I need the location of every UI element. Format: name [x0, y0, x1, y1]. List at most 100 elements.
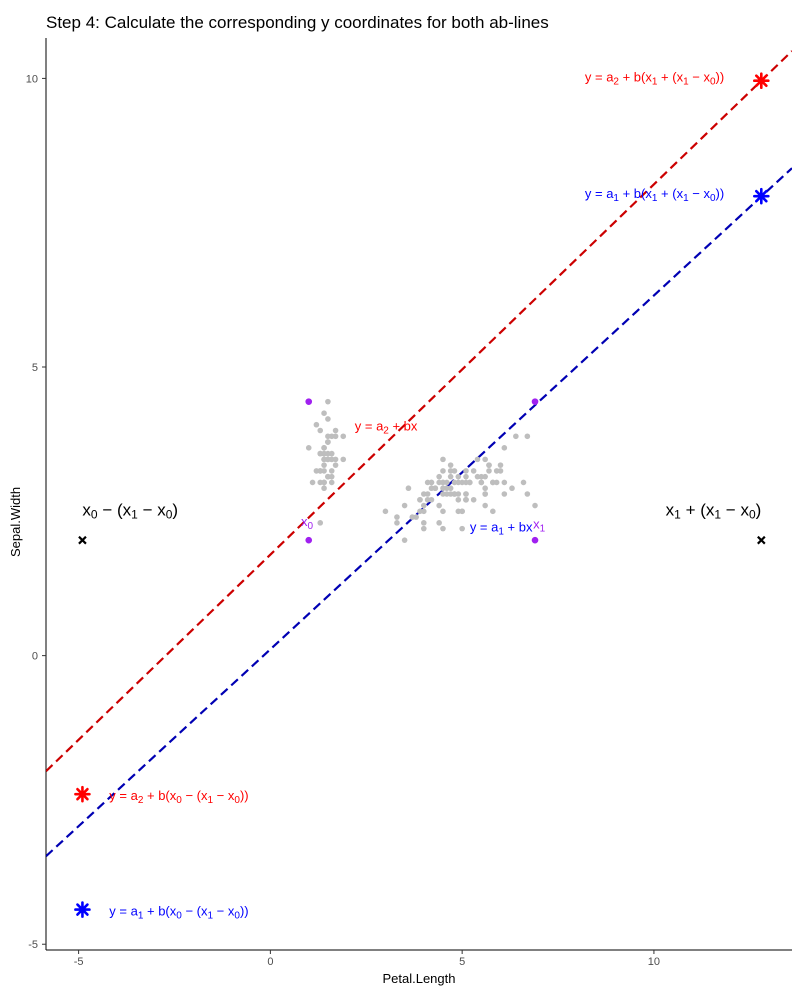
- annotation-part: 1: [207, 795, 213, 806]
- purple-point: [531, 398, 539, 405]
- iris-point: [486, 468, 492, 474]
- iris-point: [482, 491, 488, 497]
- iris-point: [451, 468, 458, 474]
- iris-point: [524, 433, 531, 440]
- iris-point: [493, 479, 500, 486]
- iris-point: [455, 496, 462, 503]
- iris-point: [501, 479, 508, 486]
- iris-point: [459, 479, 465, 486]
- iris-point: [325, 473, 331, 480]
- annotation-part: x: [301, 514, 308, 529]
- star-red-right: [753, 72, 770, 90]
- annotation-part: + (x: [657, 70, 683, 85]
- annotation-part: − (x: [182, 904, 208, 919]
- annotation-part: 1: [683, 76, 689, 87]
- iris-point: [463, 479, 469, 486]
- iris-point: [455, 508, 462, 515]
- annotation-part: y = a: [355, 419, 384, 434]
- star-blue-right: [753, 187, 770, 205]
- iris-point: [317, 450, 324, 457]
- annotation-part: 0: [91, 507, 98, 521]
- annotation-part: y = a: [585, 70, 614, 85]
- annotation-part: − (x: [98, 501, 132, 520]
- iris-point: [463, 496, 469, 503]
- iris-point: [420, 502, 427, 509]
- cross-shape: [757, 535, 766, 545]
- x-tick-label: 10: [648, 956, 660, 968]
- iris-point: [420, 491, 427, 497]
- annotation-part: + bx: [504, 520, 533, 535]
- iris-point: [340, 456, 347, 463]
- label-red-right: y = a2 + b(x1 + (x1 − x0)): [585, 70, 724, 87]
- iris-point: [532, 502, 538, 509]
- iris-point: [321, 479, 327, 486]
- iris-point: [340, 433, 347, 440]
- label-blue-right: y = a1 + b(x1 + (x1 − x0)): [585, 186, 724, 203]
- iris-point: [309, 479, 316, 486]
- label-red-left: y = a2 + b(x0 − (x1 − x0)): [109, 788, 248, 805]
- iris-point: [474, 473, 481, 480]
- iris-point: [409, 514, 416, 520]
- y-tick-label: -5: [28, 939, 38, 951]
- annotation-part: 0: [176, 910, 182, 921]
- iris-point: [436, 502, 442, 509]
- iris-point: [482, 456, 488, 463]
- annotation-part: 0: [749, 507, 756, 521]
- iris-point: [317, 479, 324, 486]
- label-blue-mid: y = a1 + bx: [470, 520, 533, 537]
- iris-point: [482, 502, 488, 509]
- iris-point: [313, 421, 320, 428]
- annotations-layer: y = a2 + b(x1 + (x1 − x0)) y = a1 + b(x1 …: [82, 70, 761, 921]
- annotation-part: ): [756, 501, 762, 520]
- annotation-part: 0: [166, 507, 173, 521]
- ab-lines-layer: [46, 50, 792, 858]
- annotation-part: − x: [213, 788, 235, 803]
- iris-point: [313, 468, 320, 474]
- iris-point: [470, 496, 477, 503]
- iris-point: [321, 468, 327, 474]
- iris-point: [325, 450, 331, 457]
- iris-point: [440, 468, 446, 474]
- x-tick-label: -5: [74, 956, 84, 968]
- iris-point: [482, 485, 488, 492]
- iris-point: [440, 479, 446, 486]
- annotation-part: x: [666, 501, 675, 520]
- iris-point: [509, 485, 515, 492]
- black-cross-point: [78, 535, 87, 545]
- iris-point: [520, 479, 527, 486]
- iris-point: [490, 508, 496, 515]
- iris-point: [401, 502, 408, 509]
- star-shape: [753, 187, 770, 205]
- iris-point: [463, 491, 469, 497]
- iris-point: [317, 468, 324, 474]
- annotation-part: 1: [131, 507, 138, 521]
- iris-point: [493, 468, 500, 474]
- annotation-part: 1: [207, 910, 213, 921]
- label-left-x: x0 − (x1 − x0): [82, 501, 178, 522]
- iris-point: [451, 479, 458, 486]
- iris-point: [317, 427, 324, 434]
- annotation-part: x: [82, 501, 91, 520]
- iris-point: [440, 508, 446, 515]
- iris-point: [474, 456, 481, 463]
- iris-point: [436, 520, 442, 526]
- iris-point: [455, 491, 462, 497]
- iris-point: [444, 485, 450, 492]
- iris-point: [501, 445, 508, 451]
- annotation-part: 0: [308, 521, 314, 532]
- label-x0: x0: [301, 514, 314, 531]
- annotation-part: − x: [689, 186, 711, 201]
- purple-point: [305, 398, 313, 405]
- iris-point: [513, 433, 519, 440]
- iris-point: [497, 462, 504, 468]
- iris-point: [447, 468, 454, 474]
- annotation-part: 1: [138, 910, 144, 921]
- iris-point: [325, 456, 331, 463]
- iris-point: [328, 456, 335, 463]
- annotation-part: 1: [540, 523, 546, 534]
- iris-point: [328, 473, 335, 480]
- label-red-mid: y = a2 + bx: [355, 419, 418, 436]
- iris-point: [436, 479, 442, 486]
- annotation-part: y = a: [109, 788, 138, 803]
